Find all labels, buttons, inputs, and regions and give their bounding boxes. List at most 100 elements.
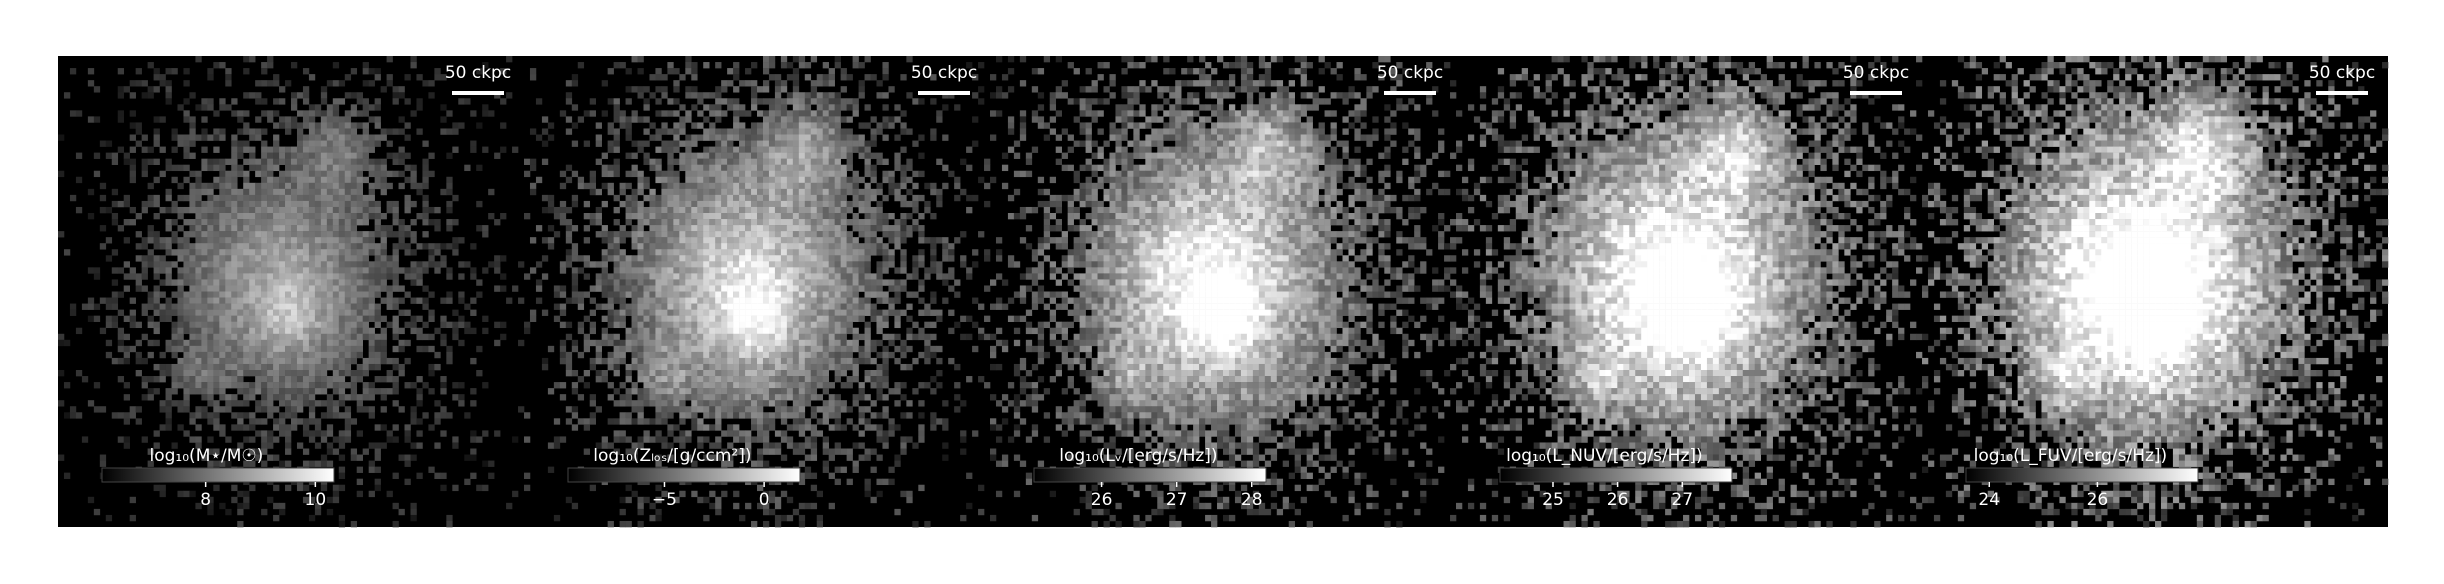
pixel	[207, 183, 213, 189]
pixel	[315, 255, 321, 261]
pixel	[458, 237, 464, 243]
pixel	[823, 310, 829, 316]
pixel	[231, 322, 237, 328]
pixel	[273, 177, 279, 183]
pixel	[793, 352, 799, 358]
pixel	[566, 364, 572, 370]
pixel	[279, 213, 285, 219]
pixel	[751, 285, 757, 291]
pixel	[960, 189, 966, 195]
pixel	[315, 316, 321, 322]
pixel	[339, 334, 345, 340]
pixel	[399, 153, 405, 159]
pixel	[745, 183, 751, 189]
pixel	[166, 424, 172, 430]
pixel	[799, 177, 805, 183]
pixel	[154, 195, 160, 201]
pixel	[315, 400, 321, 406]
pixel	[255, 207, 261, 213]
pixel	[369, 207, 375, 213]
pixel	[297, 298, 303, 304]
pixel	[160, 400, 166, 406]
pixel	[422, 322, 428, 328]
pixel	[853, 225, 859, 231]
pixel	[261, 316, 267, 322]
pixel	[267, 225, 273, 231]
pixel	[393, 304, 399, 310]
pixel	[195, 316, 201, 322]
pixel	[345, 110, 351, 116]
pixel	[871, 195, 877, 201]
pixel	[416, 279, 422, 285]
pixel	[799, 116, 805, 122]
pixel	[166, 298, 172, 304]
pixel	[757, 110, 763, 116]
pixel	[512, 285, 518, 291]
pixel	[154, 485, 160, 491]
pixel	[805, 189, 811, 195]
pixel	[201, 382, 207, 388]
pixel	[183, 68, 189, 74]
pixel	[237, 153, 243, 159]
pixel	[243, 394, 249, 400]
pixel	[255, 219, 261, 225]
pixel	[620, 316, 626, 322]
pixel	[297, 165, 303, 171]
pixel	[94, 406, 100, 412]
pixel	[918, 171, 924, 177]
pixel	[327, 340, 333, 346]
pixel	[829, 243, 835, 249]
pixel	[906, 292, 912, 298]
colorbar-tick-label: 8	[200, 490, 211, 510]
pixel	[177, 225, 183, 231]
pixel	[333, 255, 339, 261]
pixel	[793, 328, 799, 334]
pixel	[542, 358, 548, 364]
pixel	[709, 364, 715, 370]
pixel	[279, 219, 285, 225]
pixel	[351, 358, 357, 364]
pixel	[321, 243, 327, 249]
pixel	[303, 68, 309, 74]
pixel	[219, 388, 225, 394]
pixel	[416, 316, 422, 322]
pixel	[775, 147, 781, 153]
pixel	[745, 316, 751, 322]
pixel	[345, 334, 351, 340]
pixel	[321, 316, 327, 322]
pixel	[793, 225, 799, 231]
pixel	[673, 292, 679, 298]
pixel	[58, 135, 64, 141]
pixel	[363, 135, 369, 141]
pixel	[691, 340, 697, 346]
pixel	[703, 267, 709, 273]
pixel	[769, 98, 775, 104]
pixel	[781, 213, 787, 219]
pixel	[876, 273, 882, 279]
pixel	[739, 201, 745, 207]
pixel	[667, 304, 673, 310]
pixel	[649, 165, 655, 171]
pixel	[106, 316, 112, 322]
pixel	[416, 189, 422, 195]
pixel	[291, 316, 297, 322]
pixel	[231, 249, 237, 255]
pixel	[757, 141, 763, 147]
pixel	[859, 316, 865, 322]
pixel	[327, 364, 333, 370]
pixel	[363, 322, 369, 328]
pixel	[733, 328, 739, 334]
pixel	[213, 110, 219, 116]
pixel	[781, 364, 787, 370]
pixel	[177, 376, 183, 382]
pixel	[685, 364, 691, 370]
pixel	[572, 279, 578, 285]
pixel	[195, 171, 201, 177]
pixel	[309, 406, 315, 412]
pixel	[936, 237, 942, 243]
pixel	[369, 273, 375, 279]
pixel	[739, 285, 745, 291]
pixel	[811, 195, 817, 201]
pixel	[309, 159, 315, 165]
pixel	[643, 310, 649, 316]
